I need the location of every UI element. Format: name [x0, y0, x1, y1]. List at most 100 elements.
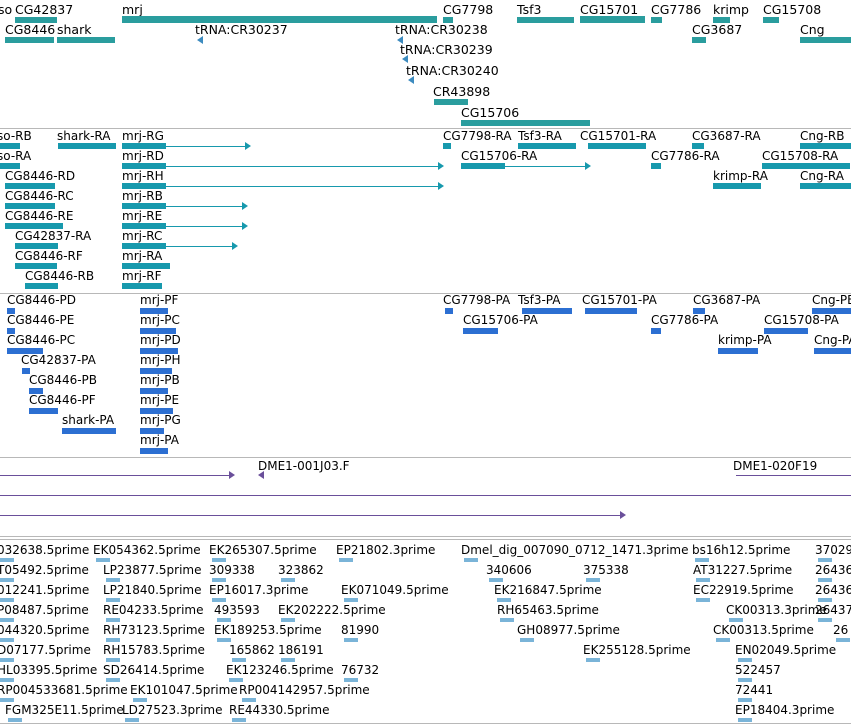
est-label[interactable]: 26436 [815, 583, 851, 597]
est-label[interactable]: Dmel_dig_007090_0712_1471.3prime [461, 543, 689, 557]
est-label[interactable]: 81990 [341, 623, 380, 637]
gene-glyph[interactable] [122, 16, 437, 23]
est-label[interactable]: 26436 [815, 563, 851, 577]
est-label[interactable]: 37029 [815, 543, 851, 557]
est-label[interactable]: EK265307.5prime [209, 543, 317, 557]
transcript-glyph[interactable] [122, 223, 166, 229]
gene-glyph[interactable] [692, 37, 706, 43]
est-label[interactable]: D07177.5prime [0, 643, 91, 657]
protein-label[interactable]: CG7786-PA [651, 313, 719, 327]
est-label[interactable]: 76732 [341, 663, 380, 677]
transcript-glyph[interactable] [461, 163, 505, 169]
clone-label[interactable]: DME1-001J03.F [258, 459, 350, 473]
gene-label[interactable]: tRNA:CR30239 [400, 42, 493, 57]
transcript-label[interactable]: mrj-RC [122, 229, 163, 243]
gene-glyph[interactable] [443, 17, 453, 23]
transcript-glyph[interactable] [518, 143, 576, 149]
transcript-glyph[interactable] [713, 183, 761, 189]
gene-glyph[interactable] [713, 17, 730, 23]
protein-glyph[interactable] [718, 348, 758, 354]
protein-glyph[interactable] [585, 308, 637, 314]
est-label[interactable]: 522457 [735, 663, 781, 677]
est-glyph[interactable] [500, 618, 514, 622]
est-glyph[interactable] [716, 638, 730, 642]
protein-label[interactable]: CG42837-PA [21, 353, 96, 367]
transcript-label[interactable]: Cng-RA [800, 169, 844, 183]
est-label[interactable]: FGM325E11.5prime [5, 703, 124, 717]
gene-label[interactable]: tRNA:CR30238 [395, 22, 488, 37]
est-glyph[interactable] [696, 598, 710, 602]
est-glyph[interactable] [836, 638, 850, 642]
transcript-label[interactable]: CG42837-RA [15, 229, 92, 243]
est-glyph[interactable] [106, 598, 120, 602]
gene-label[interactable]: CG15708 [763, 2, 822, 17]
transcript-label[interactable]: CG7786-RA [651, 149, 720, 163]
protein-glyph[interactable] [140, 348, 178, 354]
est-label[interactable]: RH15783.5prime [103, 643, 205, 657]
est-glyph[interactable] [212, 558, 226, 562]
gene-glyph[interactable] [580, 16, 645, 23]
est-glyph[interactable] [344, 678, 358, 682]
est-label[interactable]: LP23877.5prime [103, 563, 202, 577]
gene-label[interactable]: mrj [122, 2, 143, 17]
est-label[interactable]: 012241.5prime [0, 583, 90, 597]
gene-label[interactable]: Tsf3 [517, 2, 542, 17]
est-label[interactable]: 72441 [735, 683, 774, 697]
protein-label[interactable]: mrj-PG [140, 413, 181, 427]
protein-label[interactable]: mrj-PC [140, 313, 180, 327]
protein-label[interactable]: mrj-PD [140, 333, 181, 347]
est-glyph[interactable] [695, 558, 709, 562]
gene-glyph[interactable] [651, 17, 662, 23]
est-glyph[interactable] [344, 638, 358, 642]
gene-label[interactable]: krimp [713, 2, 749, 17]
est-glyph[interactable] [232, 658, 246, 662]
transcript-label[interactable]: mrj-RB [122, 189, 163, 203]
est-glyph[interactable] [738, 658, 752, 662]
est-glyph[interactable] [738, 698, 752, 702]
transcript-glyph[interactable] [122, 163, 166, 169]
est-label[interactable]: LP21840.5prime [103, 583, 202, 597]
est-glyph[interactable] [497, 598, 511, 602]
transcript-glyph[interactable] [800, 183, 851, 189]
est-glyph[interactable] [106, 678, 120, 682]
est-glyph[interactable] [106, 578, 120, 582]
gene-glyph[interactable] [15, 17, 57, 23]
protein-label[interactable]: Cng-PB [812, 293, 851, 307]
transcript-label[interactable]: shark-RA [57, 129, 111, 143]
est-glyph[interactable] [0, 558, 14, 562]
est-label[interactable]: EN02049.5prime [735, 643, 837, 657]
protein-label[interactable]: CG3687-PA [693, 293, 761, 307]
est-label[interactable]: EK054362.5prime [93, 543, 201, 557]
protein-label[interactable]: shark-PA [62, 413, 115, 427]
est-label[interactable]: EK202222.5prime [278, 603, 386, 617]
protein-glyph[interactable] [651, 328, 661, 334]
protein-glyph[interactable] [22, 368, 30, 374]
protein-glyph[interactable] [140, 328, 176, 334]
transcript-label[interactable]: so-RA [0, 149, 32, 163]
transcript-label[interactable]: mrj-RA [122, 249, 163, 263]
est-label[interactable]: 186191 [278, 643, 324, 657]
transcript-glyph[interactable] [122, 283, 162, 289]
est-label[interactable]: 26 [833, 623, 849, 637]
transcript-label[interactable]: CG8446-RD [5, 169, 76, 183]
transcript-glyph[interactable] [15, 243, 58, 249]
est-label[interactable]: EK071049.5prime [341, 583, 449, 597]
protein-glyph[interactable] [522, 308, 572, 314]
est-label[interactable]: 044320.5prime [0, 623, 90, 637]
transcript-glyph[interactable] [5, 203, 55, 209]
transcript-label[interactable]: krimp-RA [713, 169, 768, 183]
transcript-label[interactable]: CG15708-RA [762, 149, 839, 163]
est-glyph[interactable] [738, 678, 752, 682]
transcript-glyph[interactable] [5, 183, 55, 189]
protein-label[interactable]: CG15701-PA [582, 293, 657, 307]
transcript-label[interactable]: CG15701-RA [580, 129, 657, 143]
transcript-label[interactable]: CG8446-RC [5, 189, 74, 203]
est-label[interactable]: 165862 [229, 643, 275, 657]
est-glyph[interactable] [232, 718, 246, 722]
est-label[interactable]: RE44330.5prime [229, 703, 330, 717]
est-glyph[interactable] [0, 578, 14, 582]
est-glyph[interactable] [586, 578, 600, 582]
est-label[interactable]: RH73123.5prime [103, 623, 205, 637]
gene-label[interactable]: tRNA:CR30240 [406, 63, 499, 78]
transcript-label[interactable]: mrj-RH [122, 169, 164, 183]
